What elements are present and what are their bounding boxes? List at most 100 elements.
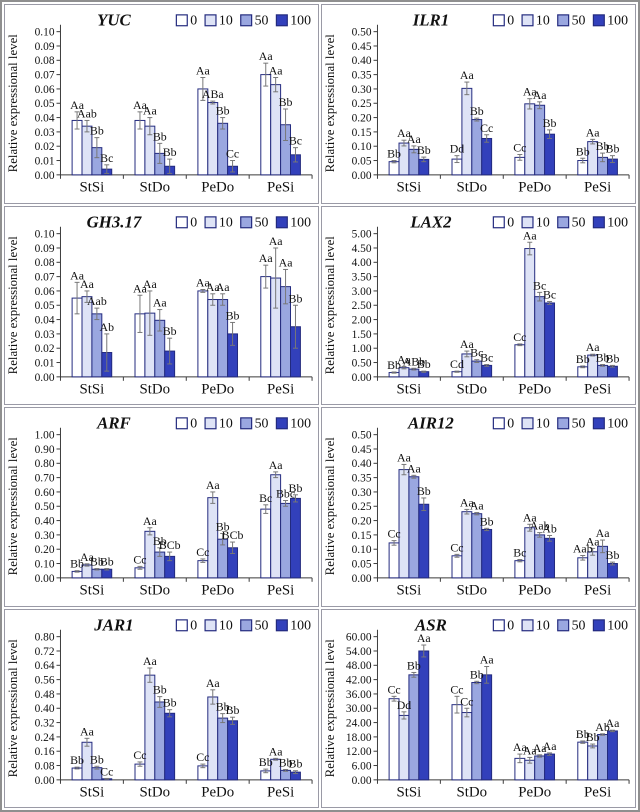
legend-label: 10 (536, 13, 550, 28)
legend-swatch-10 (521, 618, 534, 631)
x-category-label: PeSi (584, 784, 611, 800)
significance-letter: Bb (417, 357, 431, 371)
y-tick-label: 0.16 (35, 746, 55, 758)
bar-StSi-0 (388, 161, 400, 176)
significance-letter: Bb (90, 752, 104, 766)
legend-label: 100 (290, 617, 311, 632)
bar-StDo-100 (481, 673, 493, 780)
significance-letter: Aa (470, 499, 485, 513)
y-tick-label: 0.25 (352, 501, 372, 513)
legend-label: 50 (572, 13, 586, 28)
legend-label: 0 (507, 416, 514, 431)
legend-label: 50 (255, 214, 269, 229)
significance-letter: Aa (460, 337, 475, 351)
significance-letter: Aa (269, 744, 284, 758)
y-tick-label: 0.15 (352, 530, 372, 542)
significance-letter: Aa (407, 461, 422, 475)
y-tick-label: 2.50 (352, 300, 372, 312)
legend-label: 100 (607, 617, 628, 632)
legend-swatch-0 (175, 618, 188, 631)
chart-canvas-ASR: Relative expressional level 0.00 6.00 12.00… (323, 615, 630, 800)
bar-PeSi-0 (577, 365, 589, 377)
x-category-label: StSi (397, 180, 422, 196)
significance-letter: Aa (70, 98, 85, 112)
y-tick-label: 0.40 (35, 516, 55, 528)
legend-swatch-0 (175, 14, 188, 27)
significance-letter: Aa (269, 64, 284, 78)
bar-PeSi-10 (587, 744, 599, 780)
legend-label: 0 (190, 13, 197, 28)
significance-letter: Bb (543, 116, 557, 130)
bar-PeDo-0 (197, 289, 209, 377)
x-category-label: StDo (140, 583, 171, 599)
y-tick-label: 0.20 (352, 113, 372, 125)
y-tick-label: 0.00 (352, 170, 372, 182)
chart-panel-AIR12: Relative expressional level 0.00 0.05 0.10 0… (321, 407, 636, 607)
significance-letter: Bb (289, 481, 303, 495)
significance-letter: Bc (470, 345, 483, 359)
legend-label: 0 (507, 214, 514, 229)
significance-letter: Aa (80, 724, 95, 738)
y-tick-label: 6.00 (352, 760, 372, 772)
significance-letter: ABa (202, 87, 225, 101)
y-tick-label: 24.00 (346, 717, 372, 729)
x-category-label: StSi (397, 583, 422, 599)
y-tick-label: 0.64 (35, 660, 55, 672)
significance-letter: Bb (576, 727, 590, 741)
legend-swatch-100 (592, 215, 605, 228)
significance-letter: Aa (143, 276, 158, 290)
chart-panel-YUC: Relative expressional level 0.00 0.01 0.02 0… (4, 4, 319, 204)
legend-swatch-50 (240, 215, 253, 228)
legend-label: 10 (536, 416, 550, 431)
significance-letter: Bb (417, 143, 431, 157)
y-tick-label: 0.30 (352, 84, 372, 96)
legend-swatch-50 (557, 618, 570, 631)
y-tick-label: 2.00 (352, 314, 372, 326)
significance-letter: Bb (387, 147, 401, 161)
x-category-label: StDo (140, 180, 171, 196)
significance-letter: Bb (100, 555, 114, 569)
significance-letter: Aab (530, 519, 550, 533)
x-category-label: PeDo (201, 784, 234, 800)
bar-StSi-0 (388, 542, 400, 579)
bar-PeDo-50 (534, 295, 546, 377)
significance-letter: Bb (226, 703, 240, 717)
x-category-label: PeSi (584, 583, 611, 599)
legend-swatch-50 (240, 417, 253, 430)
chart-title: AIR12 (407, 414, 454, 433)
y-tick-label: 0.00 (352, 774, 372, 786)
y-tick-label: 0.56 (35, 674, 55, 686)
significance-letter: Bc (533, 278, 546, 292)
y-tick-label: 36.00 (346, 688, 372, 700)
y-tick-label: 0.03 (35, 328, 55, 340)
y-axis-title: Relative expressional level (6, 34, 20, 173)
bar-StDo-100 (481, 528, 493, 579)
legend-label: 100 (607, 416, 628, 431)
x-category-label: StDo (457, 583, 488, 599)
y-tick-label: 4.50 (352, 242, 372, 254)
x-category-label: PeDo (201, 180, 234, 196)
significance-letter: Bb (153, 534, 167, 548)
x-category-label: PeDo (518, 583, 551, 599)
bar-StDo-10 (461, 711, 473, 780)
significance-letter: Aa (279, 255, 294, 269)
chart-title: ARF (96, 414, 131, 433)
y-tick-label: 18.00 (346, 731, 372, 743)
bar-PeSi-0 (260, 74, 272, 176)
significance-letter: Bb (279, 755, 293, 769)
y-tick-label: 0.05 (35, 98, 55, 110)
x-category-label: StSi (80, 784, 105, 800)
y-tick-label: 0.40 (352, 458, 372, 470)
y-tick-label: 3.50 (352, 271, 372, 283)
y-axis-title: Relative expressional level (323, 638, 337, 777)
legend-label: 0 (507, 617, 514, 632)
y-tick-label: 0.20 (352, 516, 372, 528)
bar-PeSi-0 (577, 741, 589, 780)
legend-label: 100 (607, 13, 628, 28)
significance-letter: Bb (586, 730, 600, 744)
bar-PeDo-100 (544, 537, 556, 579)
significance-letter: Ab (595, 719, 610, 733)
x-category-label: StSi (80, 180, 105, 196)
y-tick-label: 0.00 (35, 774, 55, 786)
legend-swatch-0 (492, 417, 505, 430)
